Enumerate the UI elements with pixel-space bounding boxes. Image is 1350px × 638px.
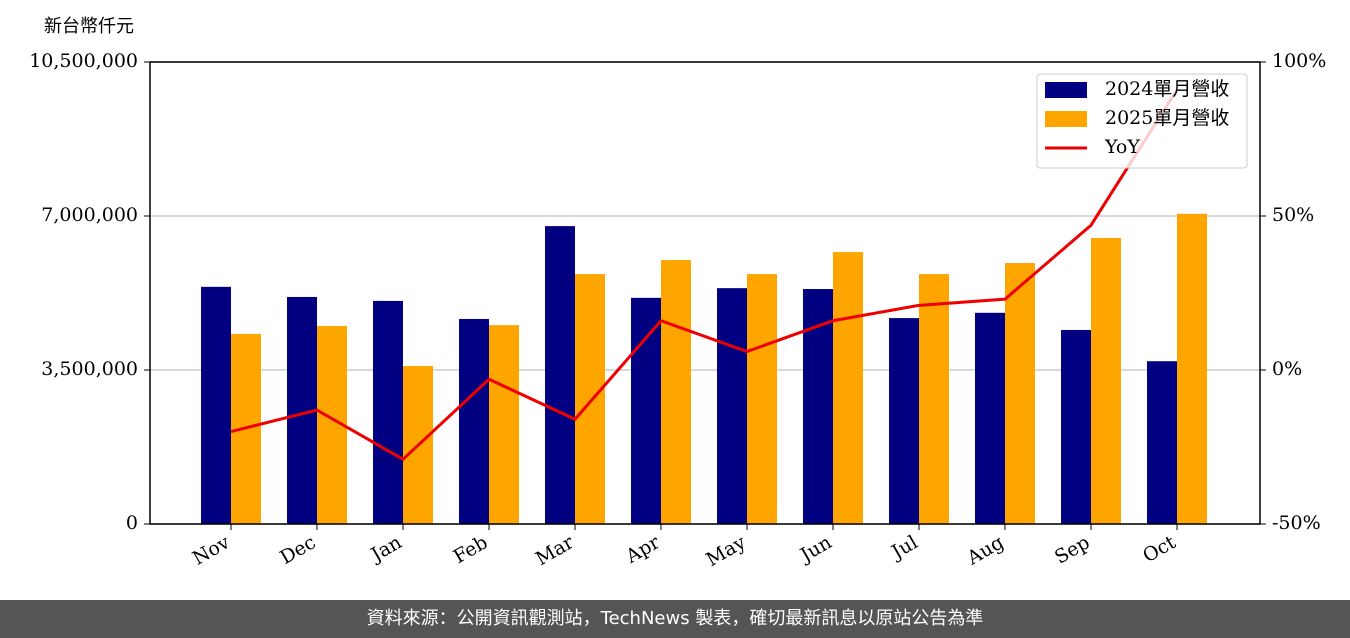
bar [1005,263,1035,524]
x-tick-label: Apr [621,531,664,568]
x-tick-label: Feb [450,531,492,568]
legend-box [1036,73,1248,169]
bar [1061,329,1091,524]
bar [803,289,833,524]
x-tick-label: Mar [532,531,578,570]
y-tick-label: 3,500,000 [41,358,138,380]
bar [1091,238,1121,524]
bar [459,318,489,524]
bar [1147,361,1177,524]
footer: 資料來源：公開資訊觀測站，TechNews 製表，確切最新訊息以原站公告為準 [0,600,1350,638]
legend-label: 2025單月營收 [1105,107,1229,129]
x-tick-label: Dec [276,531,319,569]
bar [575,274,605,524]
x-tick-label: May [703,531,750,571]
legend-label: 2024單月營收 [1105,78,1229,100]
y2-tick-label: 0% [1272,358,1302,380]
bar [717,288,747,524]
chart: 新台幣仟元 0 3,500,000 7,000,000 10,500,000 -50% 0… [29,16,1326,571]
y-tick-label: 10,500,000 [29,50,138,72]
bar [747,274,777,524]
bar [545,226,575,524]
x-tick-label: Sep [1051,531,1094,568]
y2-tick-label: -50% [1272,512,1321,534]
x-tick-label: Aug [963,531,1008,570]
x-tick-label: Jan [366,531,406,567]
legend-label: YoY [1104,136,1140,158]
x-tick-label: Nov [189,531,234,570]
x-tick-label: Jul [886,531,921,564]
bar [373,300,403,524]
y2-tick-label: 100% [1272,50,1326,72]
bar [919,274,949,524]
bar [661,260,691,524]
y-axis-label: 新台幣仟元 [44,16,134,37]
y-tick-label: 7,000,000 [41,204,138,226]
x-tick-label: Oct [1139,531,1180,567]
bar [889,318,919,524]
y2-tick-label: 50% [1272,204,1314,226]
y-tick-label: 0 [126,512,138,534]
bar [1177,213,1207,525]
line [230,88,1179,462]
bar [631,297,661,524]
bar [975,312,1005,524]
plot-frame [149,61,1261,525]
bar [833,252,863,524]
legend-swatch [1045,111,1087,127]
bar [489,325,519,524]
legend-swatch [1045,82,1087,98]
x-tick-label: Jun [795,531,836,567]
bar [201,286,231,524]
